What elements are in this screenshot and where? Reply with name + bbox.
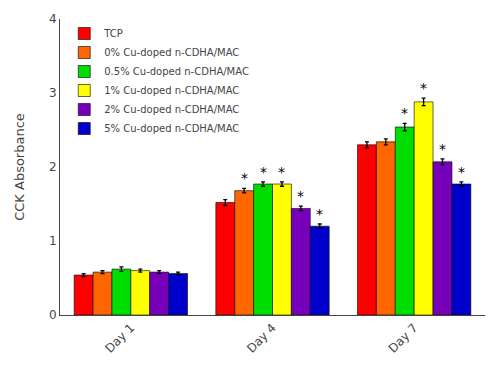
svg-text:*: *: [401, 105, 408, 121]
svg-text:CCK Absorbance: CCK Absorbance: [12, 113, 27, 221]
svg-text:*: *: [316, 206, 323, 222]
svg-text:0.5% Cu-doped n-CDHA/MAC: 0.5% Cu-doped n-CDHA/MAC: [104, 66, 249, 77]
svg-text:2: 2: [49, 160, 57, 174]
svg-text:*: *: [278, 164, 285, 180]
svg-text:*: *: [420, 80, 427, 96]
svg-text:1: 1: [49, 234, 57, 248]
svg-text:TCP: TCP: [103, 28, 123, 39]
svg-text:*: *: [458, 164, 465, 180]
svg-text:Day 1: Day 1: [102, 321, 137, 356]
svg-text:3: 3: [49, 86, 57, 100]
svg-text:0: 0: [49, 308, 57, 322]
svg-text:1% Cu-doped n-CDHA/MAC: 1% Cu-doped n-CDHA/MAC: [104, 85, 239, 96]
svg-text:2% Cu-doped n-CDHA/MAC: 2% Cu-doped n-CDHA/MAC: [104, 104, 239, 115]
svg-text:*: *: [439, 141, 446, 157]
svg-text:5% Cu-doped n-CDHA/MAC: 5% Cu-doped n-CDHA/MAC: [104, 123, 239, 134]
svg-text:Day 4: Day 4: [244, 321, 279, 356]
svg-text:0% Cu-doped n-CDHA/MAC: 0% Cu-doped n-CDHA/MAC: [104, 47, 239, 58]
svg-text:*: *: [241, 170, 248, 186]
svg-text:*: *: [260, 164, 267, 180]
svg-text:*: *: [297, 188, 304, 204]
svg-text:4: 4: [49, 12, 57, 26]
svg-text:Day 7: Day 7: [386, 321, 421, 356]
